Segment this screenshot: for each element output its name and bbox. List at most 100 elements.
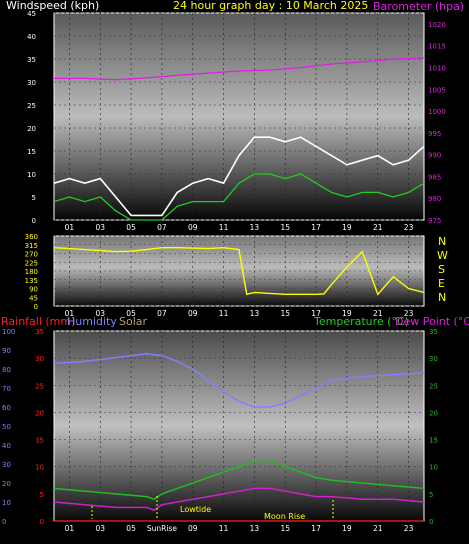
barometer-y-tick-label: 1020 xyxy=(428,21,446,29)
temperature-y-tick-label: 5 xyxy=(429,491,433,499)
rainfall-y-tick-label: 30 xyxy=(35,355,44,363)
x-tick-label: 21 xyxy=(373,223,383,232)
x-tick-label: 03 xyxy=(95,524,105,533)
temperature-y-tick-label: 35 xyxy=(429,328,438,336)
temperature-axis-title: Temperature (°C) xyxy=(313,315,409,328)
rainfall-y-tick-label: 0 xyxy=(40,518,44,526)
windspeed-gust-line xyxy=(53,136,425,217)
x-tick-label: 03 xyxy=(95,309,105,318)
wind-axis-title: Windspeed (kph) xyxy=(6,0,99,12)
lowtide-label: Lowtide xyxy=(180,505,211,514)
temperature-y-tick-label: 15 xyxy=(429,437,438,445)
barometer-y-tick-label: 980 xyxy=(428,195,441,203)
x-tick-label: 13 xyxy=(250,524,260,533)
direction-y-tick-label: 315 xyxy=(25,242,38,250)
x-tick-label: 17 xyxy=(311,309,321,318)
barometer-y-tick-label: 985 xyxy=(428,173,441,181)
wind-y-tick-label: 10 xyxy=(27,171,36,179)
humidity-line xyxy=(53,353,425,408)
x-tick-label: 19 xyxy=(342,309,352,318)
windspeed-average-line xyxy=(53,173,425,221)
rainfall-y-tick-label: 25 xyxy=(35,382,44,390)
x-tick-label: 13 xyxy=(250,309,260,318)
wind-y-tick-label: 40 xyxy=(27,33,36,41)
humidity-y-tick-label: 20 xyxy=(2,480,11,488)
barometer-y-tick-label: 1000 xyxy=(428,108,446,116)
barometer-y-tick-label: 995 xyxy=(428,130,441,138)
x-tick-label: 15 xyxy=(280,309,290,318)
humidity-y-tick-label: 0 xyxy=(2,518,6,526)
wind-y-tick-label: 45 xyxy=(27,10,36,18)
direction-y-tick-label: 45 xyxy=(29,294,38,302)
rainfall-y-tick-label: 5 xyxy=(40,491,44,499)
wind-y-tick-label: 35 xyxy=(27,56,36,64)
x-tick-label: SunRise xyxy=(147,524,177,533)
x-tick-label: 17 xyxy=(311,524,321,533)
x-tick-label: 15 xyxy=(280,524,290,533)
humidity-y-tick-label: 40 xyxy=(2,442,11,450)
x-tick-label: 11 xyxy=(219,223,229,232)
wind-y-tick-label: 30 xyxy=(27,79,36,87)
x-tick-label: 13 xyxy=(250,223,260,232)
wind-y-tick-label: 0 xyxy=(32,217,36,225)
x-tick-label: 05 xyxy=(126,309,136,318)
x-tick-label: 23 xyxy=(404,524,414,533)
humidity-y-tick-label: 100 xyxy=(2,328,15,336)
x-tick-label: 19 xyxy=(342,524,352,533)
humidity-y-tick-label: 90 xyxy=(2,347,11,355)
x-tick-label: 01 xyxy=(65,223,75,232)
temperature-y-tick-label: 30 xyxy=(429,355,438,363)
chart-marks xyxy=(53,57,425,522)
rainfall-y-tick-label: 35 xyxy=(35,328,44,336)
x-tick-label: 23 xyxy=(404,223,414,232)
rainfall-y-tick-label: 15 xyxy=(35,437,44,445)
temperature-y-tick-label: 10 xyxy=(429,464,438,472)
graph-title: 24 hour graph day : 10 March 2025 xyxy=(173,0,368,12)
humidity-y-tick-label: 30 xyxy=(2,461,11,469)
x-tick-label: 19 xyxy=(342,223,352,232)
barometer-y-tick-label: 1015 xyxy=(428,43,446,51)
barometer-y-tick-label: 990 xyxy=(428,152,441,160)
wind-y-tick-label: 5 xyxy=(32,194,36,202)
wind-y-tick-label: 25 xyxy=(27,102,36,110)
x-tick-label: 07 xyxy=(157,223,167,232)
x-tick-label: 01 xyxy=(65,524,75,533)
wind-y-tick-label: 15 xyxy=(27,148,36,156)
x-tick-label: 11 xyxy=(219,524,229,533)
barometer-axis-title: Barometer (hpa) xyxy=(373,0,464,13)
x-tick-label: 09 xyxy=(188,309,198,318)
wind-direction-line xyxy=(53,246,425,296)
solar-axis-title: Solar xyxy=(119,315,148,328)
humidity-y-tick-label: 50 xyxy=(2,423,11,431)
direction-label-w: W xyxy=(437,249,448,262)
climate-panel-bg xyxy=(53,330,425,522)
moonrise-label: Moon Rise xyxy=(264,512,305,521)
x-tick-label: 17 xyxy=(311,223,321,232)
x-tick-label: 01 xyxy=(65,309,75,318)
humidity-axis-title: Humidity xyxy=(67,315,117,328)
barometer-line xyxy=(54,57,425,81)
direction-y-tick-label: 270 xyxy=(25,251,38,259)
direction-y-tick-label: 0 xyxy=(34,303,38,311)
humidity-y-tick-label: 70 xyxy=(2,385,11,393)
humidity-y-tick-label: 10 xyxy=(2,499,11,507)
direction-y-tick-label: 225 xyxy=(25,259,38,267)
temperature-y-tick-label: 20 xyxy=(429,409,438,417)
humidity-y-tick-label: 60 xyxy=(2,404,11,412)
wind-panel-bg xyxy=(53,12,425,221)
x-tick-label: 21 xyxy=(373,309,383,318)
rainfall-y-tick-label: 10 xyxy=(35,464,44,472)
dewpoint-axis-title: Dew Point (°C) xyxy=(395,315,469,328)
temperature-line xyxy=(53,460,425,501)
direction-y-tick-label: 90 xyxy=(29,286,38,294)
dewpoint-line xyxy=(53,487,425,511)
wind-y-tick-label: 20 xyxy=(27,125,36,133)
direction-label-e: E xyxy=(438,277,445,290)
temperature-y-tick-label: 25 xyxy=(429,382,438,390)
temperature-y-tick-label: 0 xyxy=(429,518,433,526)
direction-y-tick-label: 135 xyxy=(25,277,38,285)
x-tick-label: 03 xyxy=(95,223,105,232)
